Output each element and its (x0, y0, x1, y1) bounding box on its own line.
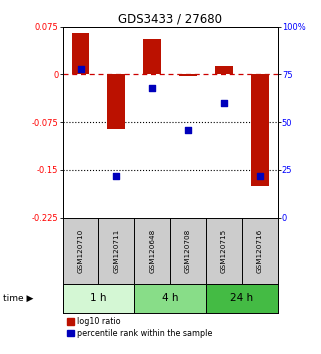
Bar (215, 66, 233, 74)
Bar (72, 33, 90, 74)
Bar (108, 74, 125, 129)
Text: GSM120708: GSM120708 (185, 229, 191, 273)
Title: GDS3433 / 27680: GDS3433 / 27680 (118, 12, 222, 25)
Text: 1 h: 1 h (90, 293, 107, 303)
Bar (134, 284, 206, 313)
Text: GSM120711: GSM120711 (113, 229, 119, 273)
Point (150, 85, 155, 91)
Text: GSM120710: GSM120710 (77, 229, 83, 273)
Point (186, 127, 191, 133)
Text: 4 h: 4 h (162, 293, 178, 303)
Point (78, 66, 83, 72)
Text: time ▶: time ▶ (3, 294, 34, 303)
Point (257, 173, 262, 178)
Bar (63, 284, 134, 313)
Bar (143, 39, 161, 74)
Point (114, 173, 119, 178)
Text: GSM120715: GSM120715 (221, 229, 227, 273)
Bar (206, 284, 278, 313)
Legend: log10 ratio, percentile rank within the sample: log10 ratio, percentile rank within the … (67, 318, 213, 338)
Bar (179, 74, 197, 76)
Text: 24 h: 24 h (230, 293, 253, 303)
Bar (251, 74, 269, 186)
Text: GSM120716: GSM120716 (257, 229, 263, 273)
Point (221, 100, 226, 106)
Text: GSM120648: GSM120648 (149, 229, 155, 273)
